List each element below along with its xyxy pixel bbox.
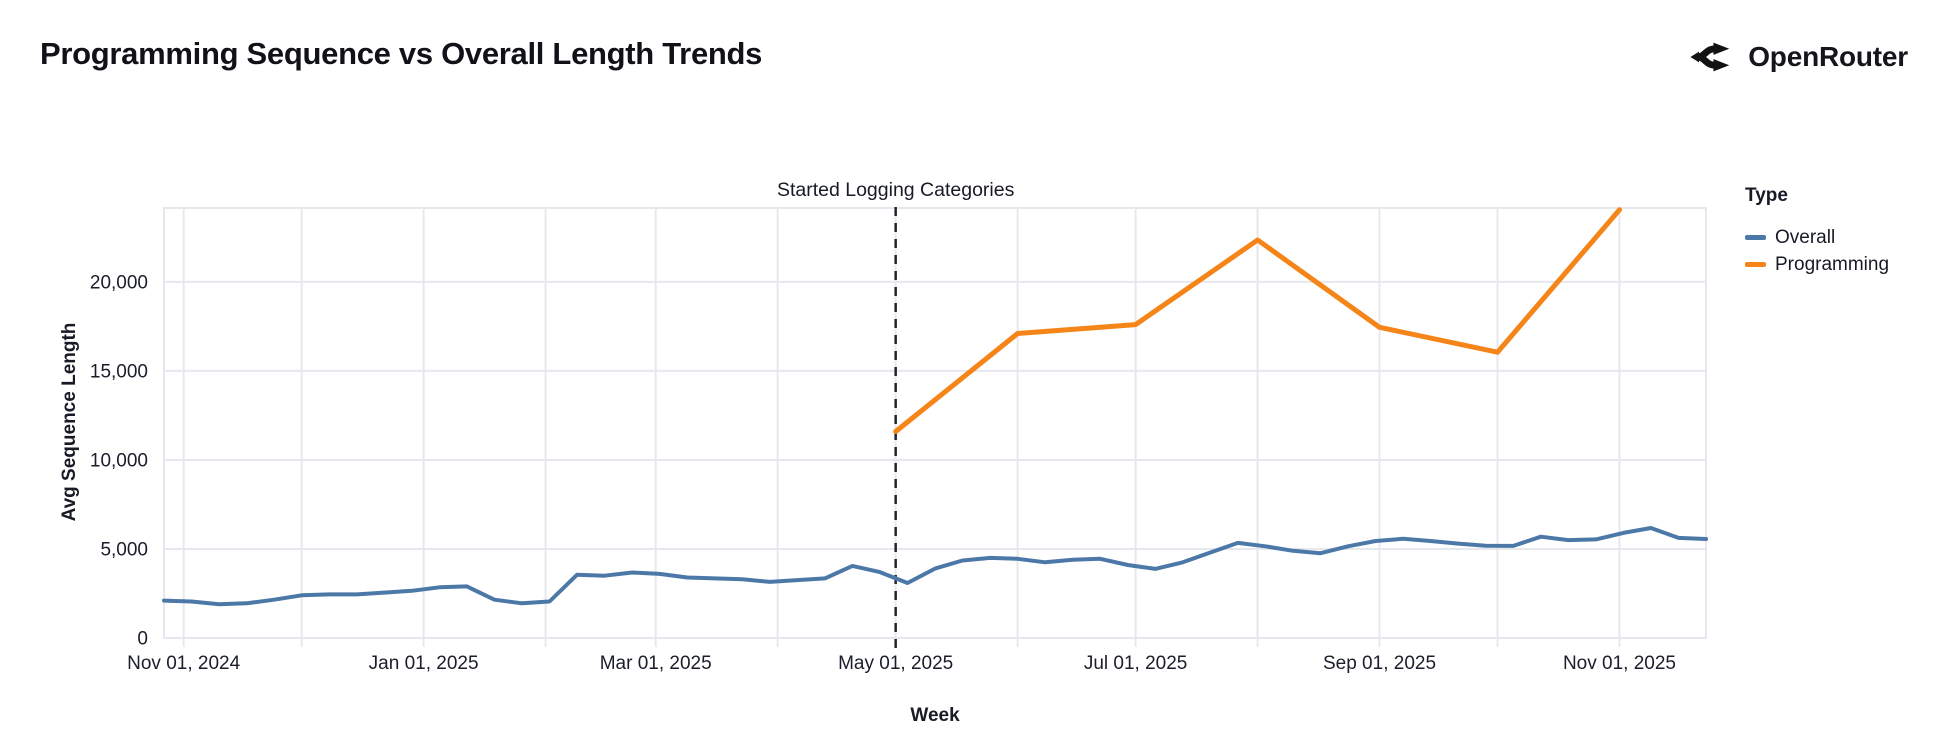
y-tick-label: 15,000: [90, 361, 148, 382]
programming-line-swatch: [1745, 262, 1766, 267]
x-tick-label: May 01, 2025: [838, 653, 953, 674]
x-tick-label: Sep 01, 2025: [1323, 653, 1436, 674]
y-axis-title: Avg Sequence Length: [59, 322, 80, 522]
x-tick-label: Nov 01, 2025: [1563, 653, 1676, 674]
x-tick-label: Jul 01, 2025: [1084, 653, 1188, 674]
x-tick-label: Mar 01, 2025: [600, 653, 712, 674]
y-tick-label: 10,000: [90, 450, 148, 471]
legend-item-programming: Programming: [1745, 251, 1889, 278]
series-overall-line: [162, 526, 1708, 607]
legend-title: Type: [1745, 185, 1788, 206]
x-tick-label: Nov 01, 2024: [127, 653, 240, 674]
y-tick-label: 5,000: [100, 539, 148, 560]
annotation-label: Started Logging Categories: [777, 179, 1015, 201]
openrouter-icon: [1689, 34, 1735, 80]
plot-border: [163, 207, 1707, 639]
brand-name: OpenRouter: [1748, 41, 1908, 72]
legend: Type Overall Programming: [1745, 185, 1889, 278]
page-title: Programming Sequence vs Overall Length T…: [40, 36, 763, 71]
brand-logo: OpenRouter: [1689, 34, 1908, 80]
y-tick-label: 0: [137, 629, 148, 650]
legend-item-label: Overall: [1775, 226, 1836, 248]
overall-line-swatch: [1745, 235, 1766, 240]
x-axis-title: Week: [910, 705, 960, 726]
y-tick-label: 20,000: [90, 272, 148, 293]
series-programming-line: [893, 207, 1622, 434]
legend-item-label: Programming: [1775, 253, 1890, 275]
legend-item-overall: Overall: [1745, 224, 1889, 251]
gridlines: [164, 208, 1706, 647]
x-tick-label: Jan 01, 2025: [369, 653, 479, 674]
